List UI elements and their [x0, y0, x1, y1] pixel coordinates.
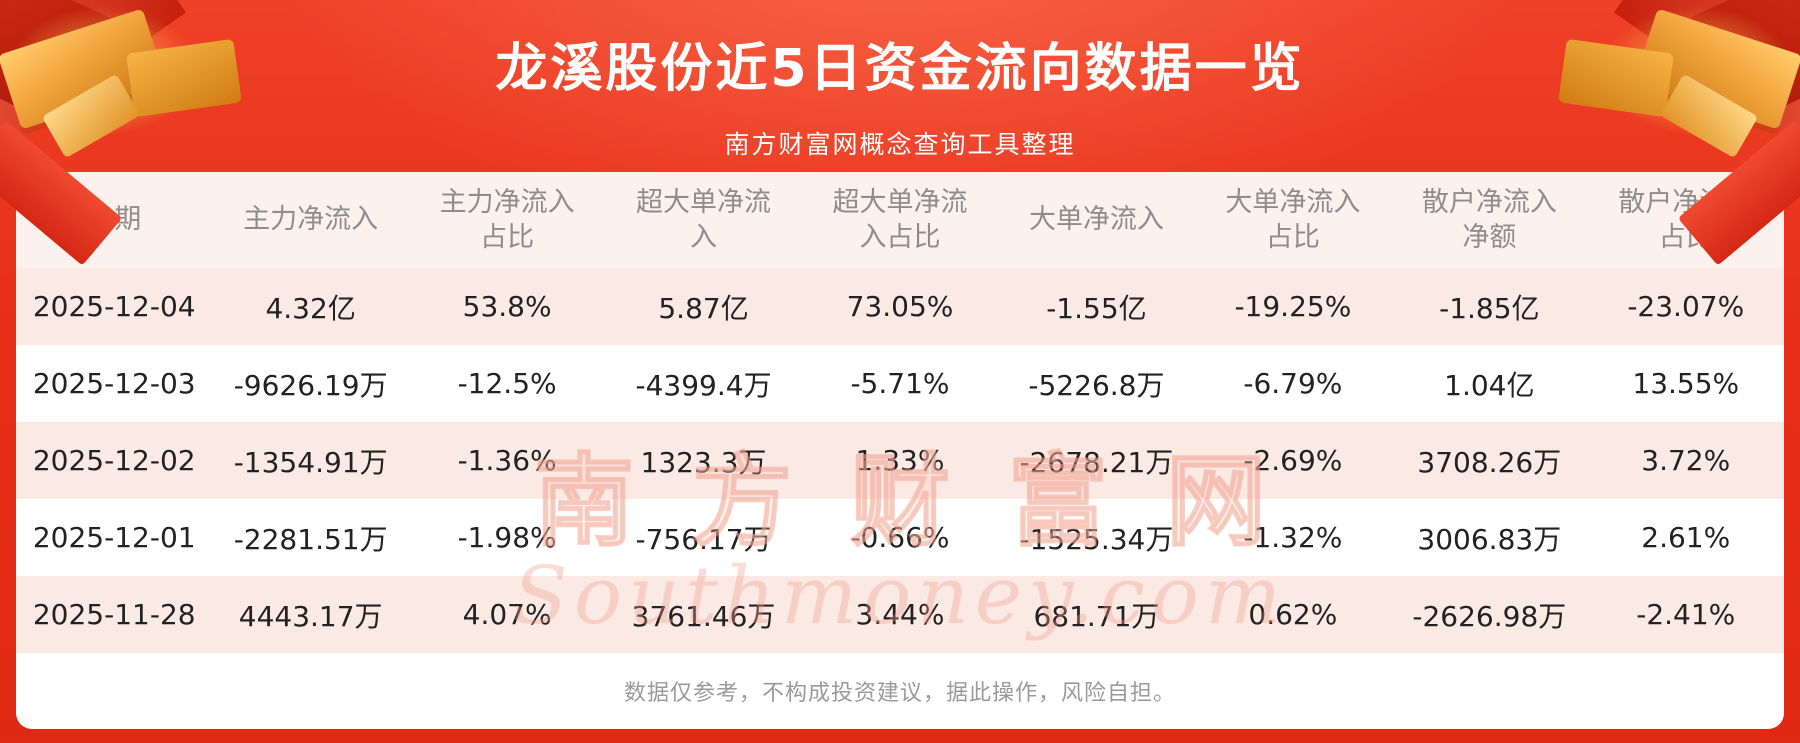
table-row: 2025-12-02 -1354.91万 -1.36% 1323.3万 1.33% -26… [16, 422, 1784, 499]
value-cell: -1.85亿 [1439, 291, 1540, 325]
value-cell: 4443.17万 [238, 599, 383, 633]
date-cell: 2025-12-02 [32, 444, 196, 477]
column-header: 主力净流入 占比 [439, 186, 575, 253]
column-header: 散户净流入 净额 [1421, 186, 1557, 253]
date-cell: 2025-12-01 [32, 521, 196, 554]
value-cell: -2.69% [1243, 444, 1343, 477]
column-header: 超大单净流 入占比 [832, 186, 968, 253]
value-cell: 3006.83万 [1417, 522, 1562, 556]
value-cell: 3708.26万 [1417, 445, 1562, 479]
value-cell: 3761.46万 [631, 599, 776, 633]
value-cell: -1.55亿 [1046, 291, 1147, 325]
page-subtitle: 南方财富网概念查询工具整理 [724, 130, 1076, 159]
value-cell: 0.62% [1248, 598, 1338, 631]
value-cell: -23.07% [1627, 290, 1745, 323]
value-cell: -1.32% [1243, 521, 1343, 554]
fund-flow-table-panel: 日期 主力净流入 主力净流入 占比 超大单净流 入超大单净流 入占比 大单净流入 大单净流… [16, 172, 1784, 729]
value-cell: 2.61% [1641, 521, 1731, 554]
value-cell: -4399.4万 [635, 368, 772, 402]
value-cell: -2678.21万 [1019, 445, 1174, 479]
value-cell: -9626.19万 [233, 368, 388, 402]
value-cell: 13.55% [1632, 367, 1740, 400]
date-cell: 2025-12-04 [32, 290, 196, 323]
column-header: 主力净流入 [243, 204, 379, 236]
value-cell: 1.04亿 [1444, 368, 1535, 402]
column-header: 超大单净流 入 [636, 186, 772, 253]
value-cell: 73.05% [846, 290, 954, 323]
disclaimer-text: 数据仅参考，不构成投资建议，据此操作，风险自担。 [623, 681, 1176, 706]
header-banner: 龙溪股份近5日资金流向数据一览 南方财富网概念查询工具整理 [0, 0, 1800, 161]
column-header: 散户净流入 占比 [1618, 186, 1754, 253]
column-header: 大单净流入 占比 [1225, 186, 1361, 253]
value-cell: -0.66% [850, 521, 950, 554]
page-title: 龙溪股份近5日资金流向数据一览 [495, 39, 1305, 99]
value-cell: 1.33% [855, 444, 945, 477]
value-cell: 5.87亿 [658, 291, 749, 325]
value-cell: 1323.3万 [640, 445, 767, 479]
value-cell: 4.07% [462, 598, 552, 631]
value-cell: 3.72% [1641, 444, 1731, 477]
table-header-row: 日期 主力净流入 主力净流入 占比 超大单净流 入超大单净流 入占比 大单净流入 大单净流… [16, 172, 1784, 268]
value-cell: -1.98% [457, 521, 557, 554]
table-row: 2025-11-28 4443.17万 4.07% 3761.46万 3.44% 681.… [16, 576, 1784, 653]
value-cell: 681.71万 [1033, 599, 1160, 633]
value-cell: -2.41% [1636, 598, 1736, 631]
date-cell: 2025-11-28 [32, 598, 196, 631]
value-cell: 53.8% [462, 290, 552, 323]
value-cell: -1525.34万 [1019, 522, 1174, 556]
table-body: 2025-12-04 4.32亿 53.8% 5.87亿 73.05% -1.55亿 -19… [16, 268, 1784, 653]
table-row: 2025-12-04 4.32亿 53.8% 5.87亿 73.05% -1.55亿 -19… [16, 268, 1784, 345]
date-cell: 2025-12-03 [32, 367, 196, 400]
value-cell: -19.25% [1234, 290, 1352, 323]
value-cell: -1354.91万 [233, 445, 388, 479]
column-header: 日期 [87, 204, 142, 236]
table-row: 2025-12-03 -9626.19万 -12.5% -4399.4万 -5.71% -… [16, 345, 1784, 422]
table-row: 2025-12-01 -2281.51万 -1.98% -756.17万 -0.66% -… [16, 499, 1784, 576]
value-cell: 3.44% [855, 598, 945, 631]
column-header: 大单净流入 [1028, 204, 1164, 236]
value-cell: 4.32亿 [265, 291, 356, 325]
value-cell: -5226.8万 [1028, 368, 1165, 402]
value-cell: -12.5% [457, 367, 557, 400]
value-cell: -756.17万 [635, 522, 772, 556]
value-cell: -5.71% [850, 367, 950, 400]
value-cell: -2626.98万 [1412, 599, 1567, 633]
value-cell: -6.79% [1243, 367, 1343, 400]
value-cell: -1.36% [457, 444, 557, 477]
value-cell: -2281.51万 [233, 522, 388, 556]
